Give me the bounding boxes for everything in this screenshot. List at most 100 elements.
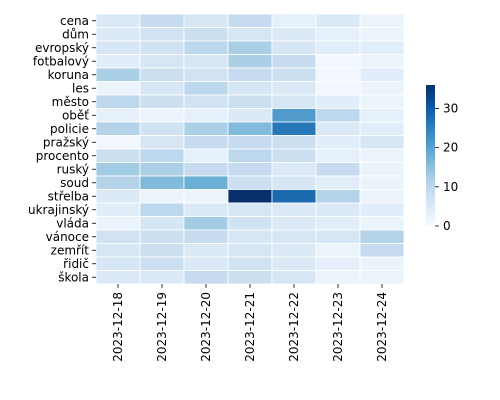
colorbar-scale: [426, 85, 435, 226]
row-label: dům: [62, 27, 89, 41]
heatmap-cell: [227, 81, 273, 96]
column-label: 2023-12-21: [243, 292, 257, 362]
heatmap-cell: [95, 27, 141, 42]
heatmap-cell: [95, 121, 141, 136]
row-label: pražský: [43, 135, 89, 149]
heatmap-cell: [139, 243, 185, 258]
heatmap-cell: [271, 94, 317, 109]
heatmap-cell: [139, 229, 185, 244]
colorbar: 0 10 20 30: [426, 85, 458, 233]
heatmap-cell: [139, 175, 185, 190]
heatmap-cell: [139, 27, 185, 42]
heatmap-cell: [271, 162, 317, 177]
heatmap-cell: [271, 148, 317, 163]
heatmap-cell: [183, 108, 229, 123]
heatmap-cell: [95, 162, 141, 177]
heatmap-cell: [95, 94, 141, 109]
heatmap-cell: [359, 216, 405, 231]
heatmap-cell: [315, 27, 361, 42]
heatmap-cell: [315, 94, 361, 109]
row-label: koruna: [48, 68, 89, 82]
heatmap-cell: [95, 216, 141, 231]
heatmap-cell: [271, 243, 317, 258]
heatmap-cell: [95, 175, 141, 190]
heatmap-cell: [227, 135, 273, 150]
heatmap-cell: [359, 40, 405, 55]
heatmap-cell: [183, 67, 229, 82]
heatmap-cell: [271, 229, 317, 244]
heatmap-cell: [359, 162, 405, 177]
heatmap-cell: [227, 121, 273, 136]
row-label: evropský: [35, 41, 89, 55]
heatmap-cell: [227, 256, 273, 271]
heatmap-cell: [227, 94, 273, 109]
heatmap-cell: [227, 162, 273, 177]
heatmap-cell: [227, 40, 273, 55]
heatmap-cell: [95, 67, 141, 82]
heatmap-cell: [315, 40, 361, 55]
heatmap-cell: [95, 229, 141, 244]
heatmap-cell: [271, 121, 317, 136]
row-label: policie: [50, 122, 89, 136]
heatmap-cell: [95, 81, 141, 96]
heatmap-cell: [95, 189, 141, 204]
heatmap-cell: [315, 256, 361, 271]
column-label: 2023-12-18: [111, 292, 125, 362]
heatmap-cell: [315, 81, 361, 96]
heatmap-cell: [271, 67, 317, 82]
row-label: škola: [58, 270, 89, 284]
heatmap-cell: [95, 40, 141, 55]
heatmap-cell: [359, 202, 405, 217]
heatmap-cell: [227, 148, 273, 163]
heatmap-cell: [183, 202, 229, 217]
colorbar-tick-label: 30: [443, 102, 458, 116]
heatmap-cell: [183, 27, 229, 42]
row-label: procento: [36, 149, 89, 163]
heatmap-cell: [183, 40, 229, 55]
heatmap-cell: [271, 13, 317, 28]
row-label: ukrajinský: [28, 203, 89, 217]
heatmap-cell: [139, 13, 185, 28]
heatmap-cell: [359, 270, 405, 285]
heatmap-cell: [183, 94, 229, 109]
heatmap-cell: [183, 81, 229, 96]
heatmap-cell: [271, 108, 317, 123]
heatmap-cell: [183, 175, 229, 190]
heatmap-cell: [315, 67, 361, 82]
heatmap-cell: [227, 27, 273, 42]
heatmap-cell: [271, 216, 317, 231]
heatmap-cell: [139, 67, 185, 82]
heatmap-cell: [95, 243, 141, 258]
column-label: 2023-12-19: [155, 292, 169, 362]
heatmap-cell: [139, 121, 185, 136]
row-label: město: [52, 95, 89, 109]
heatmap-cell: [183, 148, 229, 163]
heatmap-cell: [183, 54, 229, 69]
heatmap-cell: [139, 202, 185, 217]
heatmap-cell: [227, 216, 273, 231]
heatmap-cell: [315, 108, 361, 123]
row-label: ruský: [57, 162, 89, 176]
heatmap-cell: [359, 148, 405, 163]
heatmap-cell: [139, 270, 185, 285]
heatmap-cell: [359, 27, 405, 42]
heatmap-cell: [271, 189, 317, 204]
heatmap-cell: [139, 40, 185, 55]
heatmap-cell: [139, 108, 185, 123]
heatmap-cell: [315, 216, 361, 231]
heatmap-cell: [139, 135, 185, 150]
row-label: cena: [60, 14, 89, 28]
heatmap-cell: [183, 13, 229, 28]
heatmap-cell: [227, 243, 273, 258]
heatmap-cell: [315, 148, 361, 163]
heatmap-cell: [139, 148, 185, 163]
heatmap-cell: [95, 13, 141, 28]
row-label: vánoce: [46, 230, 89, 244]
heatmap-cell: [227, 270, 273, 285]
row-label: vláda: [56, 216, 89, 230]
row-label: les: [72, 81, 89, 95]
colorbar-tick-label: 10: [443, 180, 458, 194]
heatmap-cell: [315, 135, 361, 150]
heatmap-cell: [139, 94, 185, 109]
heatmap-cell: [183, 270, 229, 285]
